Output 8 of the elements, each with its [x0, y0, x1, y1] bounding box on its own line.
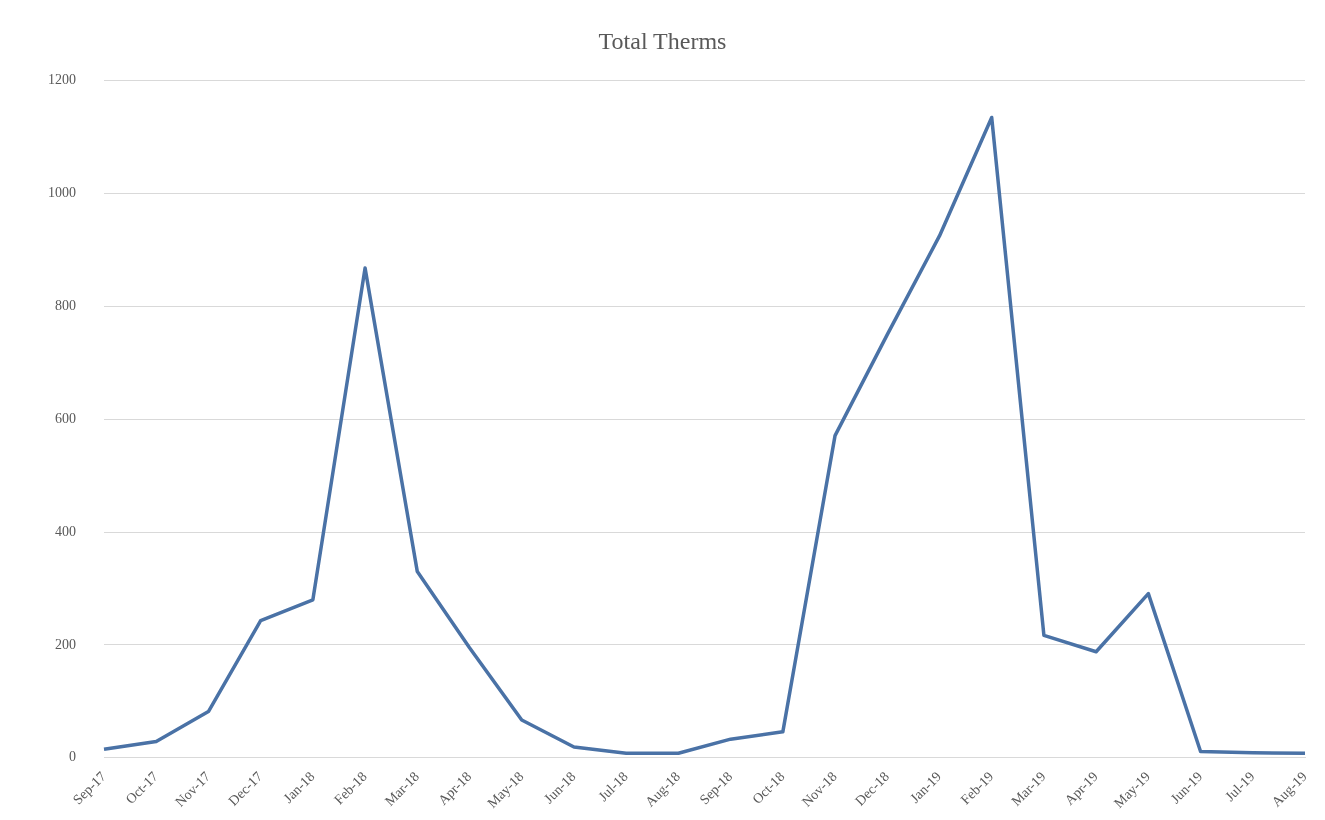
y-tick-label: 200: [55, 636, 76, 652]
y-tick-label: 1200: [48, 72, 76, 88]
y-tick-label: 400: [55, 523, 76, 539]
y-tick-label: 0: [69, 749, 76, 765]
chart-title: Total Therms: [598, 27, 727, 54]
y-tick-label: 1000: [48, 185, 76, 201]
y-tick-label: 800: [55, 298, 76, 314]
y-tick-label: 600: [55, 410, 76, 426]
